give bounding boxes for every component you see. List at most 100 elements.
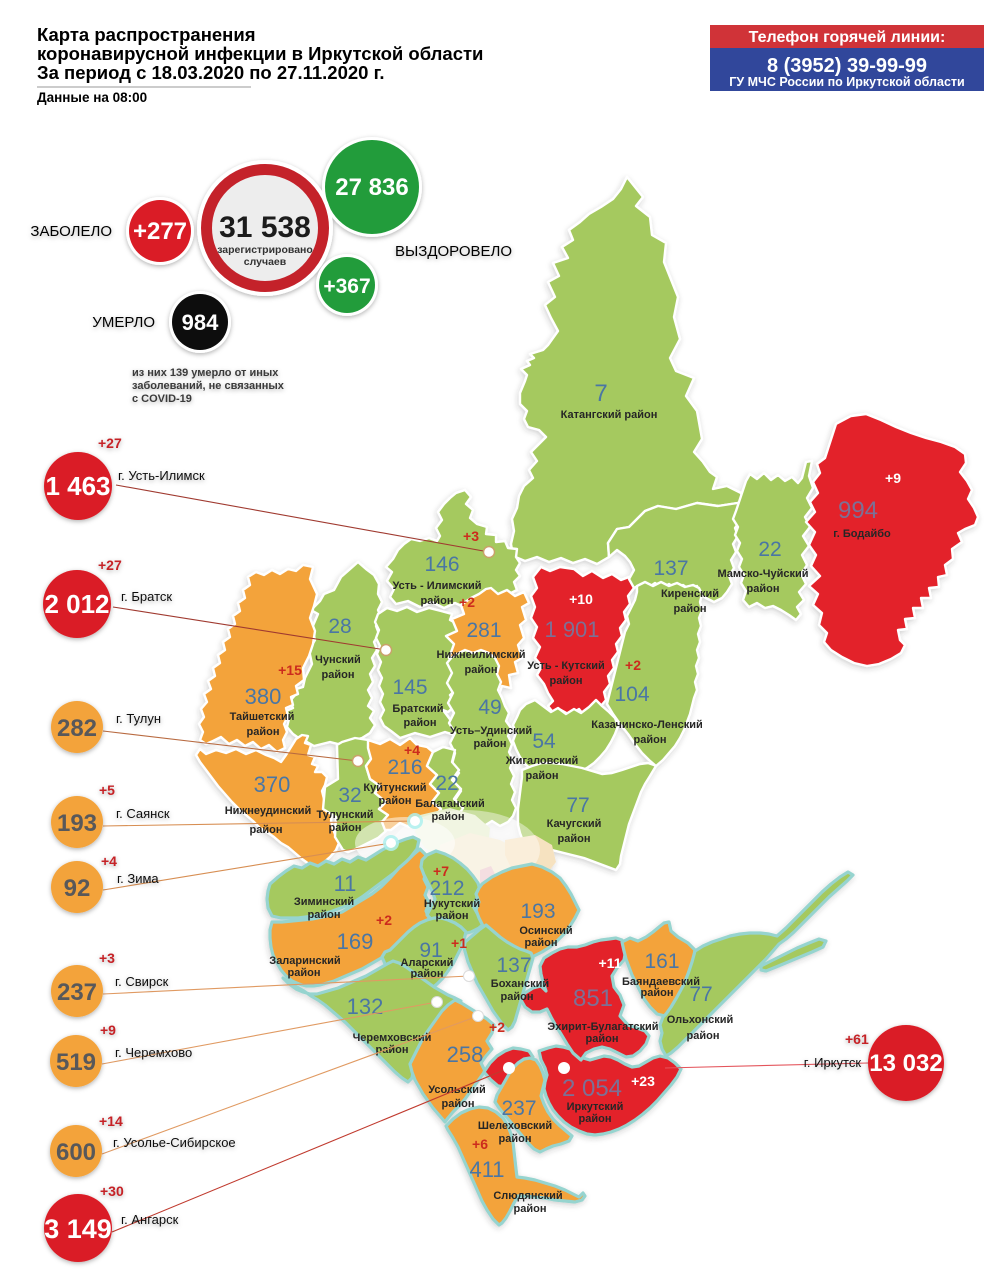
svg-text:район: район	[432, 811, 465, 823]
svg-text:92: 92	[64, 875, 91, 902]
svg-text:Мамско-Чуйский: Мамско-Чуйский	[717, 568, 808, 580]
svg-text:Усть–Удинский: Усть–Удинский	[450, 725, 532, 737]
svg-text:216: 216	[387, 756, 422, 779]
svg-text:г. Свирск: г. Свирск	[115, 974, 169, 989]
svg-text:район: район	[501, 991, 534, 1003]
svg-text:2 054: 2 054	[562, 1075, 622, 1102]
svg-text:994: 994	[838, 497, 878, 524]
svg-text:+6: +6	[472, 1136, 488, 1152]
svg-text:г. Ангарск: г. Ангарск	[121, 1212, 179, 1227]
svg-text:район: район	[586, 1033, 619, 1045]
svg-text:Данные на 08:00: Данные на 08:00	[37, 90, 147, 105]
svg-text:Балаганский: Балаганский	[415, 798, 485, 810]
svg-text:8 (3952) 39-99-99: 8 (3952) 39-99-99	[767, 55, 927, 77]
svg-text:237: 237	[501, 1097, 536, 1120]
svg-text:104: 104	[614, 683, 649, 706]
svg-text:район: район	[376, 1044, 409, 1056]
svg-text:Киренский: Киренский	[661, 588, 719, 600]
svg-text:145: 145	[392, 676, 427, 699]
svg-text:54: 54	[532, 730, 556, 753]
svg-text:район: район	[442, 1098, 475, 1110]
svg-text:13 032: 13 032	[869, 1050, 942, 1077]
svg-text:370: 370	[254, 772, 291, 797]
svg-text:район: район	[411, 968, 444, 980]
svg-text:район: район	[465, 664, 498, 676]
svg-text:Осинский: Осинский	[519, 925, 572, 937]
svg-text:Усть - Кутский: Усть - Кутский	[527, 660, 605, 672]
svg-text:район: район	[421, 595, 454, 607]
svg-text:851: 851	[573, 985, 613, 1012]
svg-text:282: 282	[57, 715, 97, 742]
svg-text:+23: +23	[631, 1073, 655, 1089]
svg-text:Черемховский: Черемховский	[353, 1032, 432, 1044]
svg-text:район: район	[308, 909, 341, 921]
svg-text:г. Черемхово: г. Черемхово	[115, 1045, 192, 1060]
svg-text:г. Братск: г. Братск	[121, 589, 172, 604]
svg-text:Братский: Братский	[392, 703, 443, 715]
svg-text:137: 137	[496, 954, 531, 977]
svg-text:район: район	[550, 675, 583, 687]
svg-text:ЗАБОЛЕЛО: ЗАБОЛЕЛО	[30, 223, 112, 240]
svg-text:Шелеховский: Шелеховский	[478, 1120, 552, 1132]
svg-text:г. Усолье-Сибирское: г. Усолье-Сибирское	[113, 1135, 236, 1150]
svg-text:+27: +27	[98, 435, 122, 451]
svg-text:Телефон горячей линии:: Телефон горячей линии:	[749, 29, 946, 46]
svg-text:район: район	[499, 1133, 532, 1145]
svg-text:11: 11	[334, 871, 357, 896]
svg-text:+1: +1	[451, 935, 467, 951]
svg-text:212: 212	[429, 877, 464, 900]
svg-text:380: 380	[245, 684, 282, 709]
svg-text:519: 519	[56, 1049, 96, 1076]
svg-text:22: 22	[758, 538, 781, 561]
svg-text:169: 169	[337, 929, 374, 954]
svg-text:случаев: случаев	[244, 256, 287, 268]
svg-text:+3: +3	[463, 528, 479, 544]
svg-text:31 538: 31 538	[219, 211, 311, 244]
svg-text:Куйтунский: Куйтунский	[363, 782, 426, 794]
svg-text:+9: +9	[885, 470, 901, 486]
svg-text:Баяндаевский: Баяндаевский	[622, 976, 700, 988]
svg-text:+277: +277	[133, 218, 187, 245]
svg-text:Заларинский: Заларинский	[269, 955, 340, 967]
svg-text:район: район	[687, 1030, 720, 1042]
svg-text:УМЕРЛО: УМЕРЛО	[92, 314, 155, 331]
svg-text:Зиминский: Зиминский	[294, 896, 354, 908]
svg-text:Нукутский: Нукутский	[424, 898, 480, 910]
svg-text:161: 161	[644, 950, 679, 973]
svg-text:г. Саянск: г. Саянск	[116, 806, 170, 821]
svg-text:+2: +2	[376, 912, 392, 928]
svg-text:Иркутский: Иркутский	[567, 1101, 624, 1113]
svg-text:район: район	[250, 824, 283, 836]
svg-text:600: 600	[56, 1139, 96, 1166]
svg-text:77: 77	[689, 983, 712, 1006]
svg-text:район: район	[634, 734, 667, 746]
svg-text:Качугский: Качугский	[547, 818, 602, 830]
svg-text:+367: +367	[323, 275, 370, 298]
svg-text:22: 22	[435, 772, 458, 795]
svg-text:Слюдянский: Слюдянский	[493, 1190, 562, 1202]
svg-text:Аларский: Аларский	[401, 957, 454, 969]
svg-text:район: район	[329, 822, 362, 834]
svg-text:коронавирусной инфекции в Ирку: коронавирусной инфекции в Иркутской обла…	[37, 43, 483, 64]
svg-text:+7: +7	[433, 863, 449, 879]
svg-text:Карта распространения: Карта распространения	[37, 24, 256, 45]
svg-text:+11: +11	[599, 955, 622, 971]
svg-text:27 836: 27 836	[335, 174, 408, 201]
svg-text:заболеваний, не связанных: заболеваний, не связанных	[132, 380, 285, 392]
svg-text:+61: +61	[845, 1031, 869, 1047]
svg-text:Боханский: Боханский	[491, 978, 549, 990]
svg-text:+2: +2	[459, 594, 475, 610]
svg-text:район: район	[288, 967, 321, 979]
svg-text:Ольхонский: Ольхонский	[667, 1014, 734, 1026]
svg-text:258: 258	[447, 1042, 484, 1067]
svg-text:49: 49	[478, 696, 501, 719]
svg-text:район: район	[436, 910, 469, 922]
svg-text:+4: +4	[404, 742, 420, 758]
svg-text:+15: +15	[278, 662, 302, 678]
svg-text:зарегистрировано: зарегистрировано	[217, 244, 313, 256]
svg-text:Усть - Илимский: Усть - Илимский	[393, 580, 482, 592]
svg-text:Чунский: Чунский	[315, 654, 361, 666]
svg-text:+27: +27	[98, 557, 122, 573]
svg-text:Нижнеилимский: Нижнеилимский	[437, 649, 526, 661]
svg-text:район: район	[474, 738, 507, 750]
